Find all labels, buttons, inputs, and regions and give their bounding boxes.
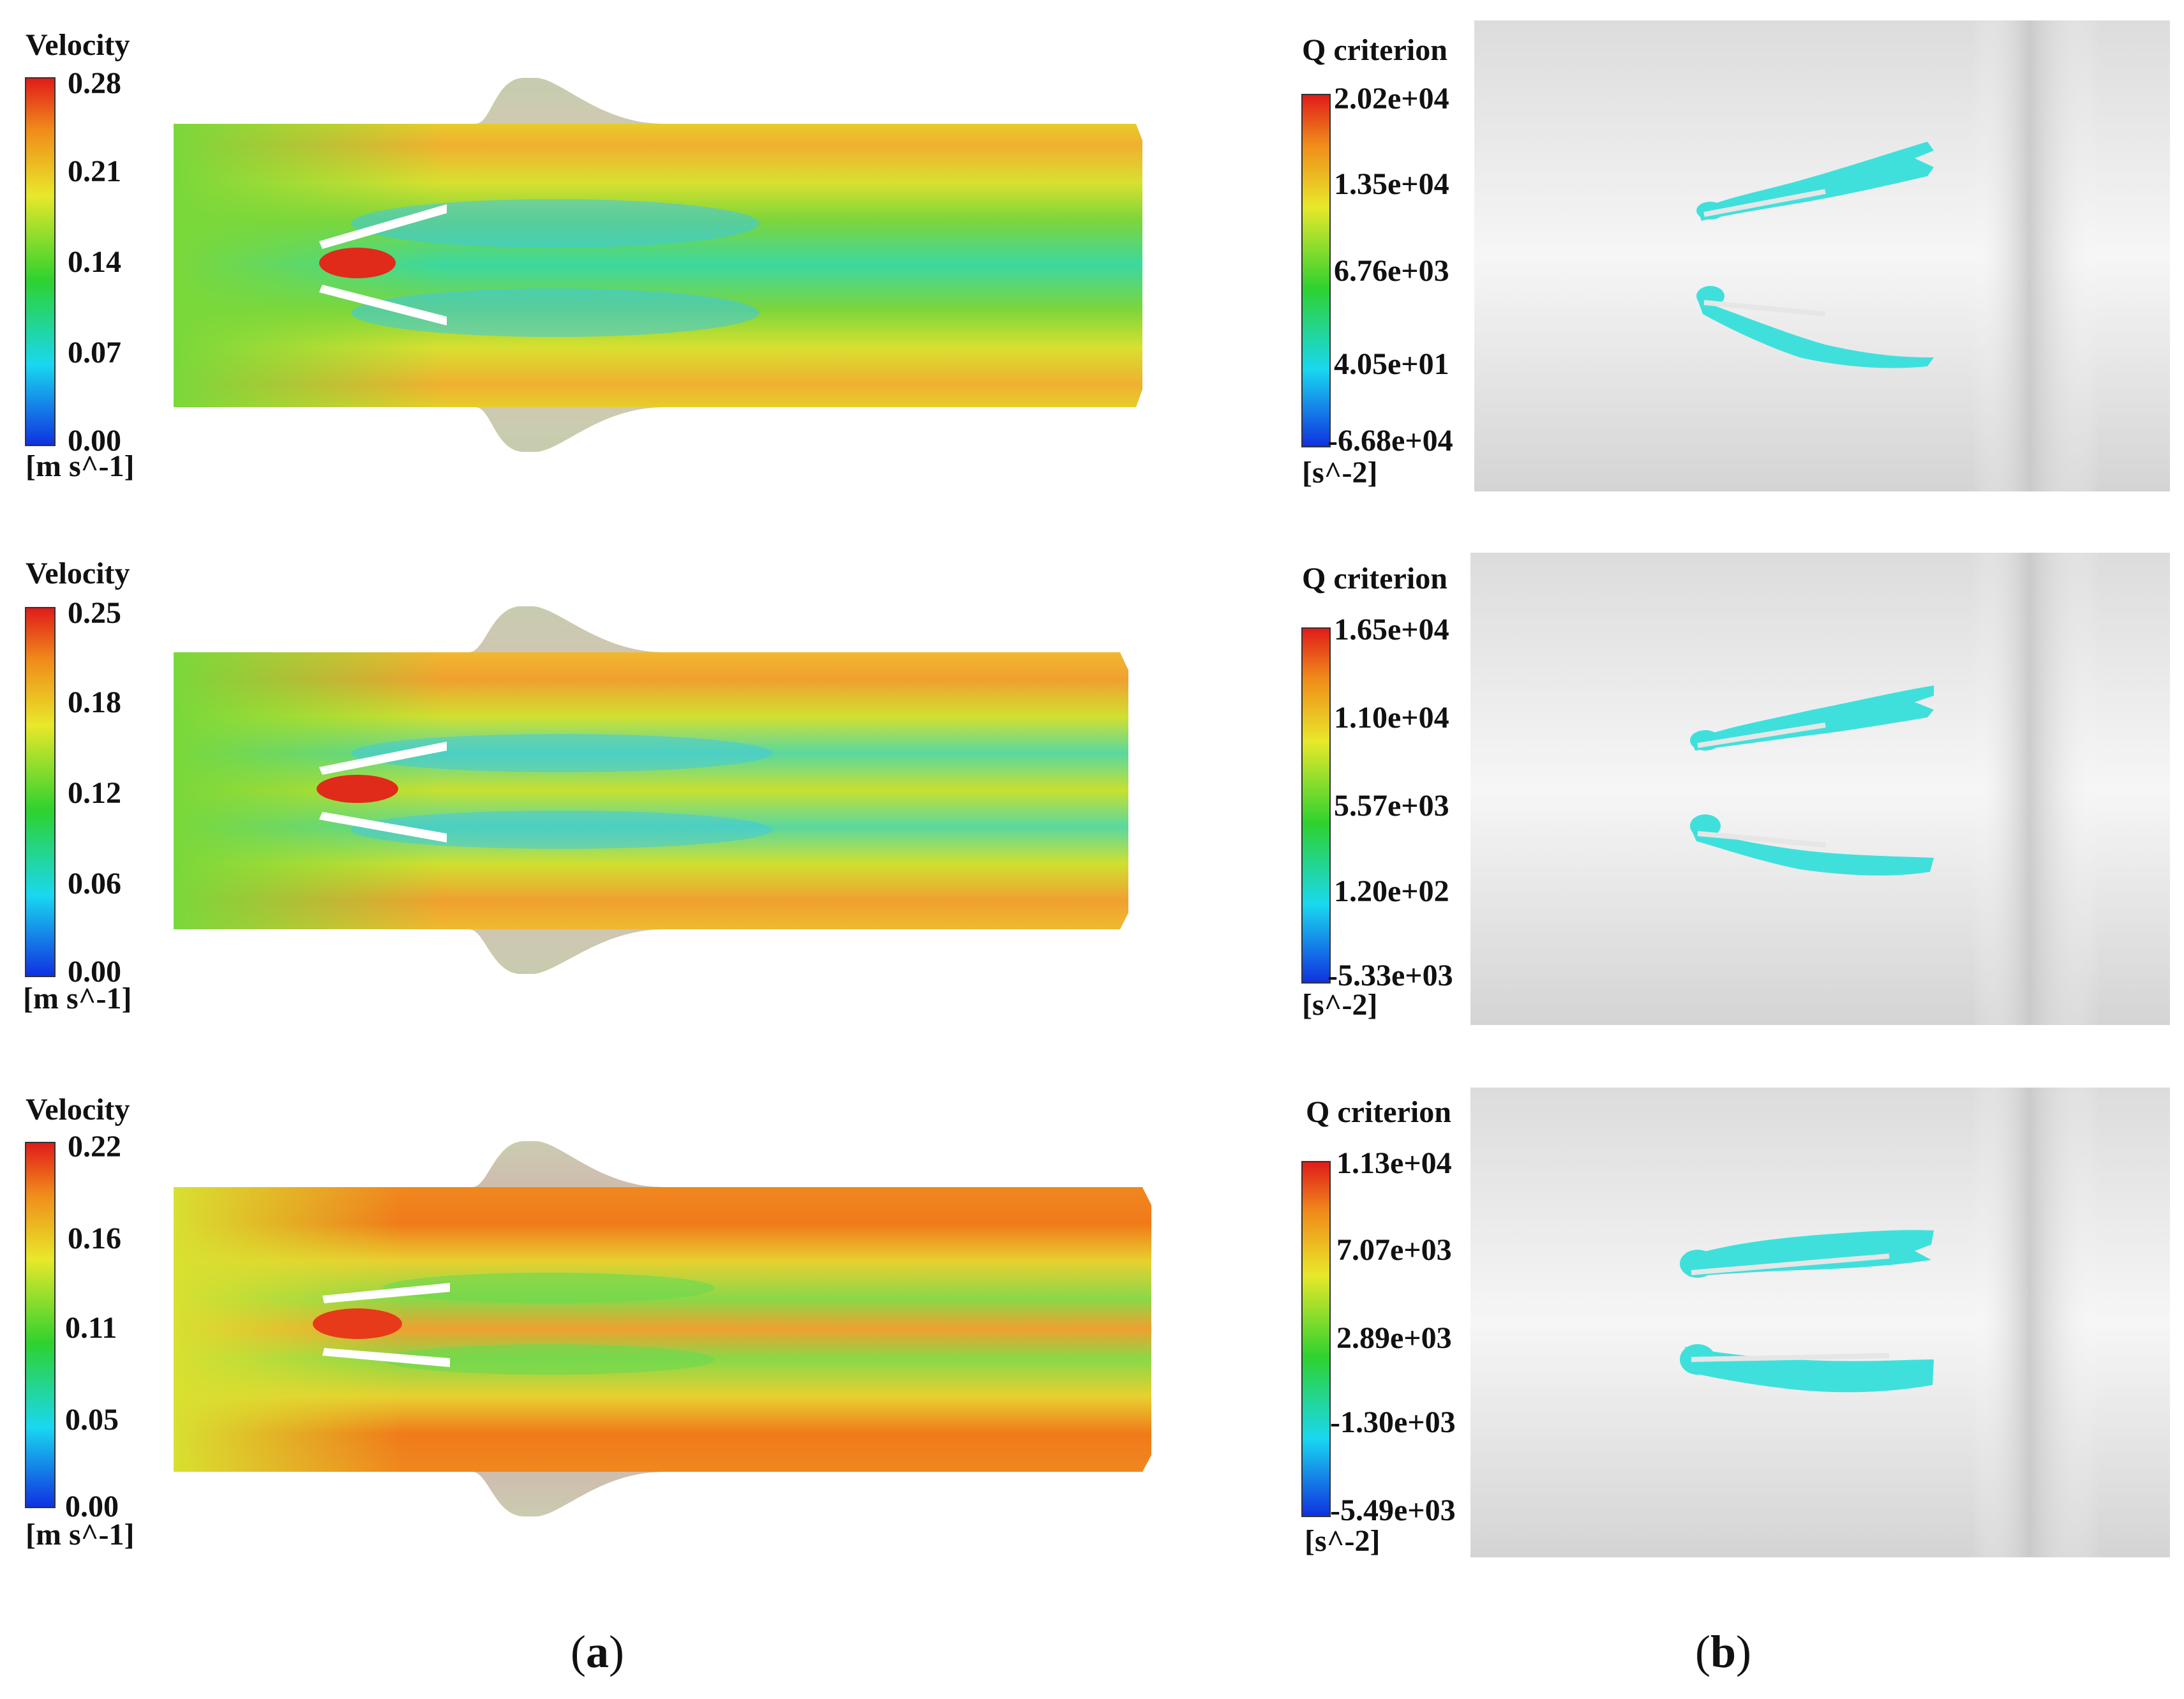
foil-bottom xyxy=(322,1348,450,1367)
velocity-tick: 0.11 xyxy=(65,1311,117,1345)
velocity-tick: 0.22 xyxy=(68,1130,121,1164)
q-tick: -5.49e+03 xyxy=(1330,1493,1456,1527)
velocity-unit: [m s^-1] xyxy=(26,1518,135,1552)
velocity-legend-title: Velocity xyxy=(26,28,130,62)
velocity-tick: 0.00 xyxy=(68,955,121,989)
velocity-legend-title: Velocity xyxy=(26,557,130,590)
wake-top xyxy=(351,199,759,248)
velocity-tick: 0.28 xyxy=(68,66,121,100)
q-unit: [s^-2] xyxy=(1302,988,1378,1022)
tip-vortex-bottom xyxy=(1690,814,1721,837)
velocity-colorbar xyxy=(25,1142,56,1508)
q-tick: -5.33e+03 xyxy=(1328,959,1453,992)
wake-bottom xyxy=(383,1344,715,1375)
q-colorbar xyxy=(1301,627,1331,984)
vortex-tube-bottom xyxy=(1691,830,1934,876)
q-criterion-render xyxy=(1470,1088,2170,1557)
foil-top xyxy=(319,204,447,249)
inlet-region xyxy=(174,124,442,407)
shaft-top xyxy=(1697,722,1826,748)
q-tick: 1.65e+04 xyxy=(1334,613,1449,647)
tank-shroud-top xyxy=(469,606,664,652)
q-criterion-render xyxy=(1474,20,2170,491)
q-legend-title: Q criterion xyxy=(1306,1095,1451,1129)
shaft-bottom xyxy=(1703,300,1826,317)
wake-bottom xyxy=(351,288,759,337)
row-2: Velocity 0.25 0.18 0.12 0.06 0.00 [m s^-… xyxy=(23,553,2170,1025)
foil-bottom xyxy=(319,812,447,842)
tank-shroud-bottom xyxy=(475,407,664,452)
row-3: Velocity 0.22 0.16 0.11 0.05 0.00 [m s^-… xyxy=(25,1088,2170,1558)
velocity-tick: 0.07 xyxy=(68,336,121,370)
velocity-tick: 0.21 xyxy=(68,154,121,188)
inlet-region xyxy=(174,652,442,929)
shaft-top xyxy=(1691,1254,1890,1275)
tank-shroud-bottom xyxy=(472,1472,664,1516)
velocity-colorbar xyxy=(25,607,56,977)
velocity-tick: 0.00 xyxy=(65,1490,119,1523)
velocity-field-plot xyxy=(174,606,1128,974)
q-colorbar xyxy=(1301,1161,1331,1517)
velocity-tick: 0.14 xyxy=(68,245,121,279)
q-tick: 2.89e+03 xyxy=(1336,1321,1452,1355)
velocity-unit: [m s^-1] xyxy=(23,982,132,1015)
velocity-colorbar xyxy=(25,77,56,446)
q-legend-title: Q criterion xyxy=(1302,33,1447,67)
q-unit: [s^-2] xyxy=(1305,1524,1380,1558)
foil-top xyxy=(319,742,447,775)
panel-caption-b: (b) xyxy=(1695,1626,1751,1677)
velocity-tick: 0.16 xyxy=(68,1222,121,1255)
jet-core xyxy=(313,1308,402,1339)
vortex-tube-top xyxy=(1685,1230,1934,1276)
foil-top xyxy=(322,1283,450,1303)
velocity-tick: 0.18 xyxy=(68,685,121,719)
velocity-tick: 0.06 xyxy=(68,867,121,901)
velocity-tick: 0.00 xyxy=(68,424,121,458)
jet-core xyxy=(319,248,396,278)
wake-bottom xyxy=(351,811,772,849)
vortex-tube-bottom xyxy=(1698,300,1934,368)
shaft-bottom xyxy=(1697,831,1826,848)
shaft-bottom xyxy=(1691,1353,1890,1362)
q-tick: 4.05e+01 xyxy=(1334,347,1449,381)
vortex-tube-top xyxy=(1698,142,1934,221)
wake-top xyxy=(351,734,772,772)
q-legend-title: Q criterion xyxy=(1302,562,1447,595)
q-colorbar xyxy=(1301,94,1331,447)
velocity-tick: 0.25 xyxy=(68,596,121,630)
panel-caption-a: (a) xyxy=(571,1626,624,1677)
tank-ring xyxy=(1972,553,2100,1025)
jet-core xyxy=(317,775,398,803)
q-tick: 1.13e+04 xyxy=(1336,1146,1452,1180)
velocity-tick: 0.12 xyxy=(68,776,121,810)
velocity-tick: 0.05 xyxy=(65,1403,119,1437)
q-tick: 1.10e+04 xyxy=(1334,701,1449,735)
flow-domain xyxy=(174,1141,1151,1516)
q-tick: -6.68e+04 xyxy=(1328,424,1453,458)
q-tick: 7.07e+03 xyxy=(1336,1233,1452,1267)
velocity-field-plot xyxy=(174,78,1142,452)
q-tick: 1.35e+04 xyxy=(1334,167,1449,201)
q-tick: 2.02e+04 xyxy=(1334,82,1449,116)
q-tick: 1.20e+02 xyxy=(1334,874,1449,908)
velocity-legend-title: Velocity xyxy=(26,1093,130,1126)
tank-shroud-top xyxy=(475,78,664,124)
velocity-unit: [m s^-1] xyxy=(26,449,135,483)
velocity-field-plot xyxy=(174,1141,1151,1516)
shaft-top xyxy=(1703,189,1826,217)
q-tick: -1.30e+03 xyxy=(1330,1405,1456,1439)
q-tick: 6.76e+03 xyxy=(1334,254,1449,288)
tank-ring xyxy=(1972,20,2100,491)
tank-shroud-bottom xyxy=(469,929,664,974)
tip-vortex-top xyxy=(1696,202,1724,220)
q-criterion-render xyxy=(1470,553,2170,1025)
q-unit: [s^-2] xyxy=(1302,456,1378,490)
wake-top xyxy=(383,1273,715,1303)
tank-shroud-top xyxy=(472,1141,664,1187)
foil-bottom xyxy=(319,285,447,326)
q-tick: 5.57e+03 xyxy=(1334,789,1449,823)
row-1: Velocity 0.28 0.21 0.14 0.07 0.00 [m s^-… xyxy=(25,20,2170,491)
tank-ring xyxy=(1972,1088,2100,1557)
